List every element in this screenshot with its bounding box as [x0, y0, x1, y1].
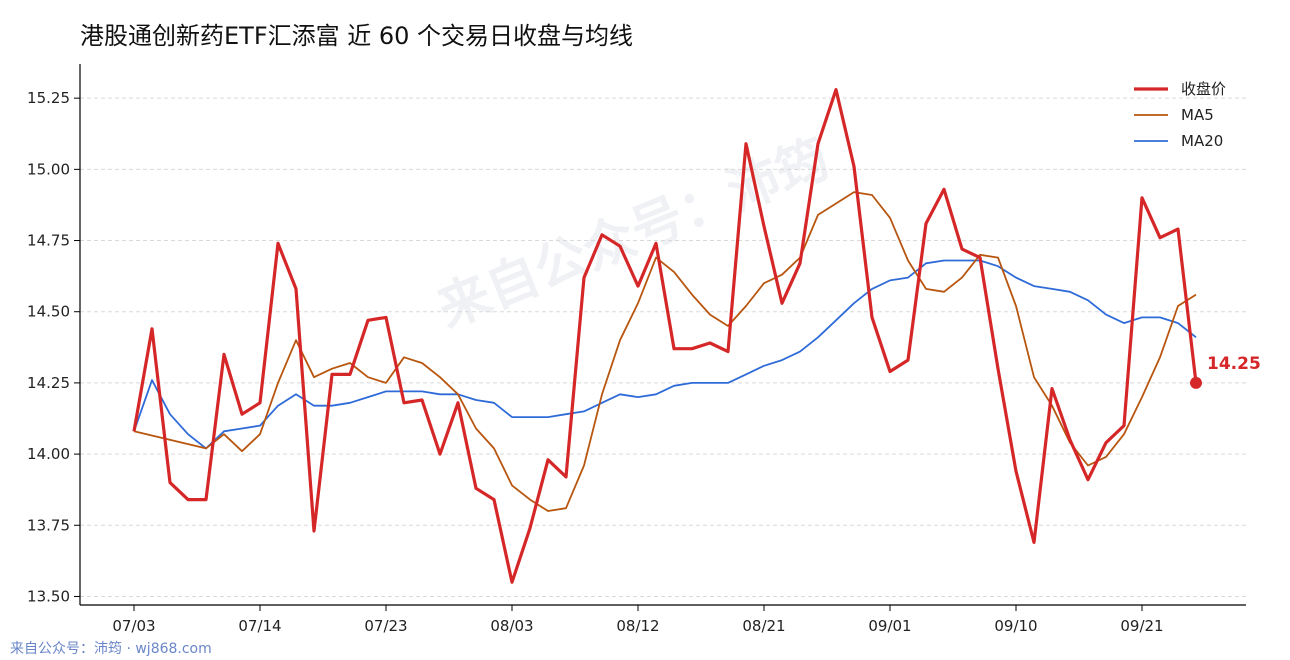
x-tick-label: 09/01	[868, 617, 911, 635]
y-tick-label: 15.00	[27, 160, 70, 178]
legend: 收盘价 MA5 MA20	[1134, 80, 1226, 150]
x-tick-label: 09/10	[994, 617, 1037, 635]
watermark: 来自公众号：沛筠	[430, 129, 838, 340]
gridlines	[80, 97, 1246, 597]
series-layer	[132, 88, 1202, 584]
legend-label: MA5	[1181, 106, 1214, 124]
x-tick-label: 08/03	[490, 617, 533, 635]
x-tick-label: 07/23	[364, 617, 407, 635]
y-axis-ticks: 13.50 13.75 14.00 14.25 14.50 14.75 15.00 15.25	[27, 89, 80, 605]
series-line-0	[132, 88, 1198, 584]
series-line-2	[133, 259, 1197, 450]
y-tick-label: 13.50	[27, 587, 70, 605]
chart-title: 港股通创新药ETF汇添富 近 60 个交易日收盘与均线	[80, 22, 633, 50]
legend-label: MA20	[1181, 132, 1223, 150]
y-tick-label: 14.50	[27, 303, 70, 321]
footer-credit: 来自公众号：沛筠 · wj868.com	[10, 640, 212, 657]
x-tick-label: 07/03	[112, 617, 155, 635]
x-tick-label: 07/14	[238, 617, 281, 635]
last-close-marker	[1190, 376, 1202, 389]
x-tick-label: 08/21	[742, 617, 785, 635]
x-tick-label: 09/21	[1120, 617, 1163, 635]
y-tick-label: 14.75	[27, 232, 70, 250]
x-axis-ticks: 07/03 07/14 07/23 08/03 08/12 08/21 09/01 09/10…	[112, 605, 1164, 635]
y-tick-label: 13.75	[27, 516, 70, 534]
y-tick-label: 14.00	[27, 445, 70, 463]
series-line-1	[133, 191, 1197, 512]
legend-label: 收盘价	[1181, 80, 1226, 98]
y-tick-label: 15.25	[27, 89, 70, 107]
x-tick-label: 08/12	[616, 617, 659, 635]
last-close-label: 14.25	[1207, 354, 1261, 374]
y-tick-label: 14.25	[27, 374, 70, 392]
